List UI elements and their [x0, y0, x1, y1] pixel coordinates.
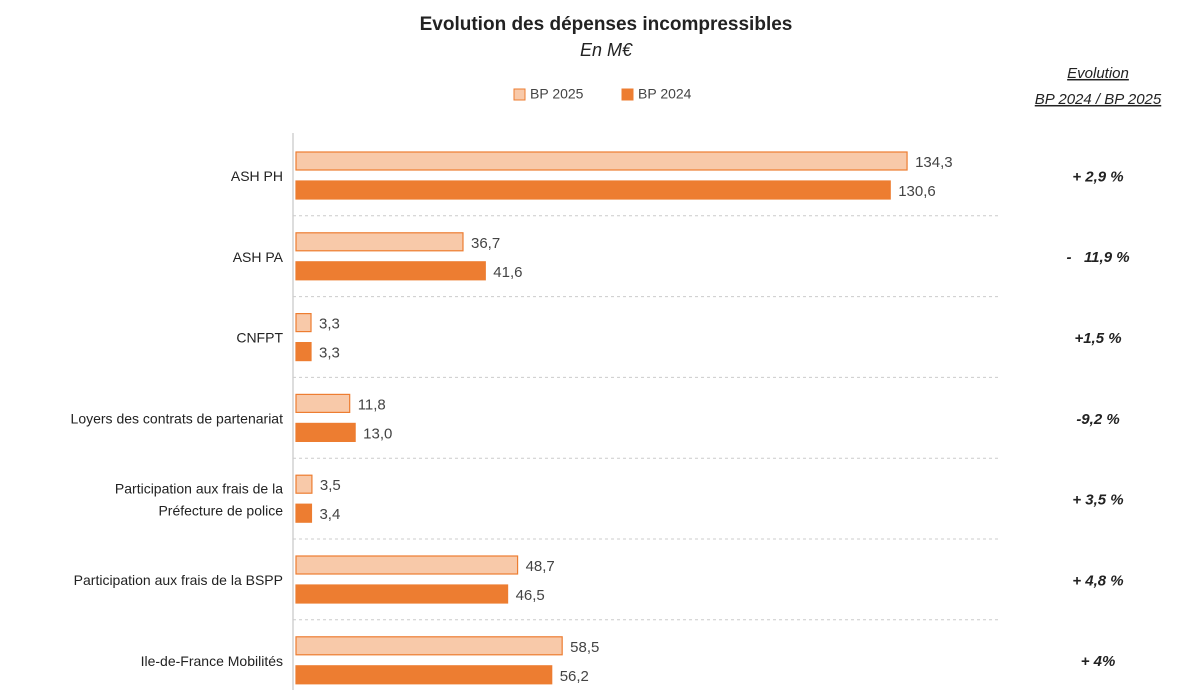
bar	[295, 503, 313, 523]
category-label: Loyers des contrats de partenariat	[71, 411, 284, 427]
bar	[295, 232, 464, 252]
bar	[295, 261, 486, 281]
value-label: 13,0	[363, 425, 392, 442]
bar	[295, 474, 313, 494]
evolution-label: - 11,9 %	[1066, 249, 1129, 266]
value-label: 134,3	[915, 154, 953, 171]
value-label: 3,3	[319, 316, 340, 333]
value-label: 48,7	[526, 558, 555, 575]
value-label: 41,6	[493, 264, 522, 281]
evolution-label: + 2,9 %	[1072, 168, 1123, 185]
value-label: 58,5	[570, 639, 599, 656]
legend-label: BP 2024	[638, 86, 692, 102]
value-label: 46,5	[516, 587, 545, 604]
evolution-label: -9,2 %	[1076, 411, 1119, 428]
column-header: Evolution	[1067, 65, 1129, 82]
chart-title: Evolution des dépenses incompressibles	[420, 14, 793, 35]
bar	[295, 584, 509, 604]
bar	[295, 636, 563, 656]
column-header: BP 2024 / BP 2025	[1035, 91, 1162, 108]
evolution-label: + 4,8 %	[1072, 572, 1123, 589]
bar	[295, 665, 553, 685]
bar	[295, 393, 351, 413]
bar	[295, 342, 312, 362]
category-label: Participation aux frais de la BSPP	[74, 572, 283, 588]
category-label: CNFPT	[236, 330, 283, 346]
value-label: 36,7	[471, 235, 500, 252]
bar	[295, 313, 312, 333]
bar	[295, 422, 356, 442]
bar	[295, 555, 519, 575]
value-label: 3,5	[320, 477, 341, 494]
evolution-label: +1,5 %	[1074, 330, 1121, 347]
bar	[295, 151, 908, 171]
legend-swatch	[621, 88, 634, 101]
value-label: 130,6	[898, 183, 936, 200]
category-label: ASH PH	[231, 168, 283, 184]
legend-swatch	[513, 88, 526, 101]
value-label: 11,8	[358, 396, 386, 413]
value-label: 3,3	[319, 345, 340, 362]
legend-label: BP 2025	[530, 86, 584, 102]
category-label: Ile-de-France Mobilités	[141, 653, 283, 669]
bar	[295, 180, 891, 200]
evolution-label: + 4%	[1081, 653, 1116, 670]
category-label: Participation aux frais de la Préfecture …	[115, 480, 283, 518]
value-label: 3,4	[319, 506, 340, 523]
chart-subtitle: En M€	[580, 40, 633, 60]
value-label: 56,2	[560, 668, 589, 685]
category-label: ASH PA	[233, 249, 284, 265]
evolution-label: + 3,5 %	[1072, 492, 1123, 509]
